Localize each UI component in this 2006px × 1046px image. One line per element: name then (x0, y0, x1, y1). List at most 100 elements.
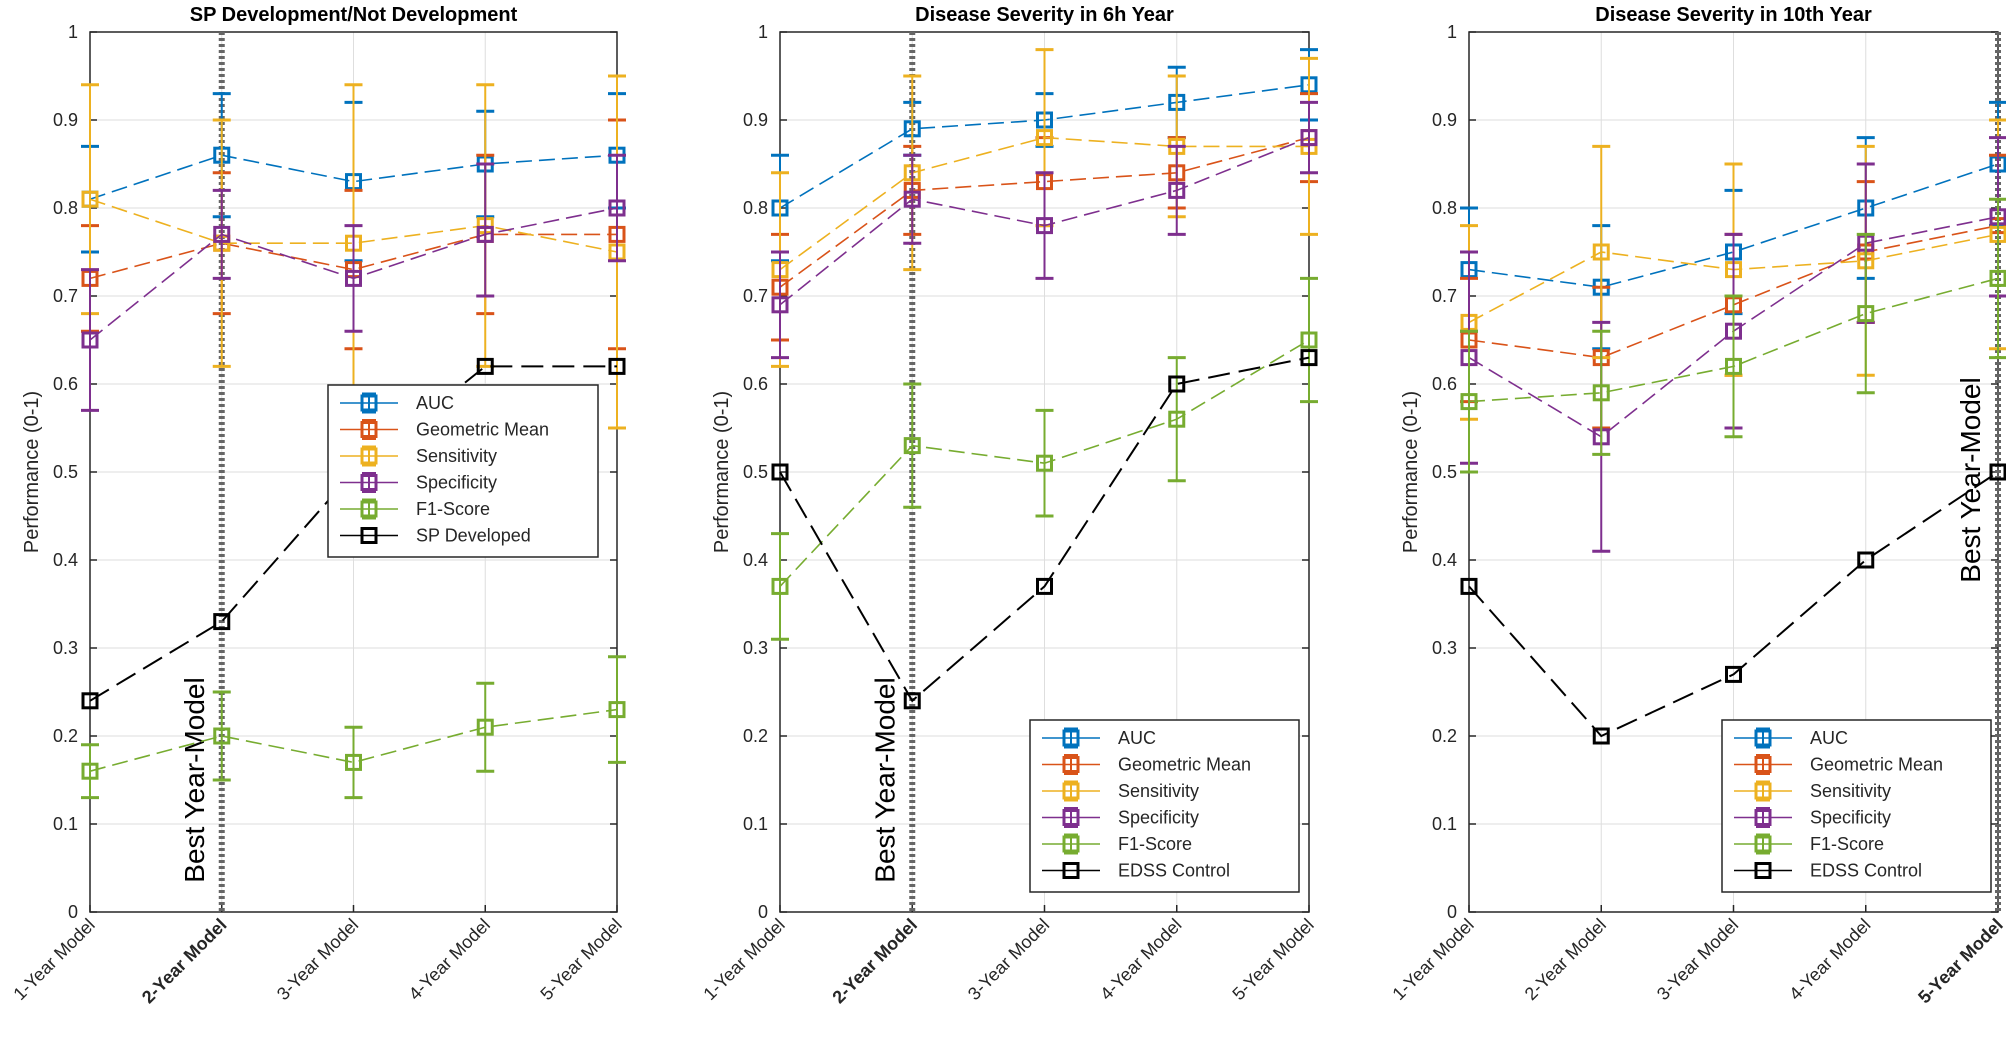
legend-label: Specificity (416, 473, 497, 493)
x-tick-label: 1-Year Model (699, 915, 788, 1004)
series-line (779, 356, 1310, 703)
y-tick-label: 0.2 (53, 726, 78, 746)
legend-marker (1062, 862, 1080, 879)
y-tick-label: 0.8 (1432, 198, 1457, 218)
best-year-model-label: Best Year-Model (1955, 377, 1986, 582)
data-point (213, 225, 231, 243)
y-tick-label: 1 (758, 22, 768, 42)
legend-label: Sensitivity (1118, 781, 1199, 801)
data-point (1989, 269, 2006, 287)
x-tick-label: 4-Year Model (405, 915, 494, 1004)
legend-label: AUC (416, 393, 454, 413)
y-tick-label: 0.5 (743, 462, 768, 482)
best-year-model-label: Best Year-Model (869, 677, 900, 882)
legend-label: SP Developed (416, 526, 531, 546)
data-point (608, 357, 626, 375)
y-tick-label: 0.3 (53, 638, 78, 658)
legend-entry: Geometric Mean (1734, 754, 1943, 775)
legend-label: F1-Score (416, 499, 490, 519)
y-tick-label: 0.2 (743, 726, 768, 746)
legend-entry: Specificity (1734, 807, 1891, 828)
data-point (1460, 393, 1478, 411)
series-f1-score (1460, 197, 2006, 474)
data-point (608, 199, 626, 217)
y-tick-label: 0.5 (53, 462, 78, 482)
x-tick-label: 3-Year Model (273, 915, 362, 1004)
data-point (1592, 243, 1610, 261)
legend: AUC Geometric Mean Sensitivity Specificity F… (1721, 719, 1992, 893)
legend-label: F1-Score (1810, 834, 1884, 854)
y-tick-label: 0 (758, 902, 768, 922)
series-line (89, 198, 618, 253)
y-tick-label: 0.5 (1432, 462, 1457, 482)
legend-entry: Sensitivity (1734, 780, 1891, 802)
legend-entry: F1-Score (1042, 833, 1192, 855)
legend-marker (1062, 782, 1080, 800)
y-tick-label: 0.9 (53, 110, 78, 130)
y-axis-label: Performance (0-1) (711, 391, 733, 553)
y-tick-label: 0.8 (743, 198, 768, 218)
legend-label: Specificity (1810, 808, 1891, 828)
x-tick-label: 5-Year Model (1914, 915, 2006, 1008)
legend-entry: AUC (1734, 727, 1848, 749)
legend-marker (360, 500, 378, 518)
series-f1-score (81, 655, 626, 800)
y-tick-label: 1 (68, 22, 78, 42)
data-point (1036, 129, 1053, 147)
data-point (771, 296, 789, 314)
legend-marker (1062, 756, 1080, 773)
legend-entry: F1-Score (1734, 833, 1884, 855)
data-point (771, 577, 789, 595)
data-point (1300, 331, 1318, 349)
y-tick-label: 0.7 (1432, 286, 1457, 306)
data-point (1592, 384, 1610, 402)
data-point (81, 692, 99, 710)
legend-entry: Geometric Mean (340, 419, 549, 440)
series-specificity (81, 153, 626, 412)
legend-marker (360, 394, 378, 412)
chart-panel-2: 0 0.1 0.2 0.3 0.4 0.5 0.6 0.7 0.8 0.9 1 1-Year Mode… (699, 4, 1318, 1007)
legend-label: Sensitivity (1810, 781, 1891, 801)
y-tick-label: 0.1 (743, 814, 768, 834)
data-point (476, 718, 494, 736)
y-tick-label: 0.6 (743, 374, 768, 394)
data-point (1168, 181, 1186, 199)
legend-label: AUC (1118, 728, 1156, 748)
x-tick-label: 5-Year Model (536, 915, 625, 1004)
data-point (1168, 410, 1186, 428)
y-tick-label: 0.1 (1432, 814, 1457, 834)
legend-entry: Sensitivity (340, 445, 497, 467)
series-line (1468, 224, 1999, 359)
legend-marker (1754, 729, 1772, 747)
legend-label: Specificity (1118, 808, 1199, 828)
y-axis-label: Performance (0-1) (21, 391, 43, 553)
legend-entry: EDSS Control (1042, 861, 1230, 881)
chart-panel-3: 0 0.1 0.2 0.3 0.4 0.5 0.6 0.7 0.8 0.9 1 1-Year Mode… (1388, 4, 2006, 1007)
data-point (81, 762, 99, 780)
data-point (903, 692, 921, 710)
series-line (779, 136, 1310, 288)
data-point (1725, 665, 1742, 683)
series-line (89, 154, 618, 200)
y-tick-label: 0.4 (1432, 550, 1457, 570)
y-tick-label: 0.3 (743, 638, 768, 658)
x-tick-label: 3-Year Model (1653, 915, 1742, 1004)
data-point (1460, 577, 1478, 595)
legend-marker (1754, 782, 1772, 800)
legend-marker (1062, 809, 1080, 826)
y-axis-label: Performance (0-1) (1400, 391, 1422, 553)
best-year-model-label: Best Year-Model (179, 677, 210, 882)
legend-entry: Sensitivity (1042, 780, 1199, 802)
y-tick-label: 0.2 (1432, 726, 1457, 746)
data-point (476, 225, 494, 243)
legend: AUC Geometric Mean Sensitivity Specificity F… (1029, 719, 1300, 893)
legend-marker (360, 527, 378, 544)
data-point (1989, 463, 2006, 481)
series-line (1468, 471, 1999, 738)
legend-label: Geometric Mean (1810, 755, 1943, 775)
legend-label: AUC (1810, 728, 1848, 748)
legend-marker (1754, 756, 1772, 773)
legend-entry: Specificity (340, 472, 497, 493)
